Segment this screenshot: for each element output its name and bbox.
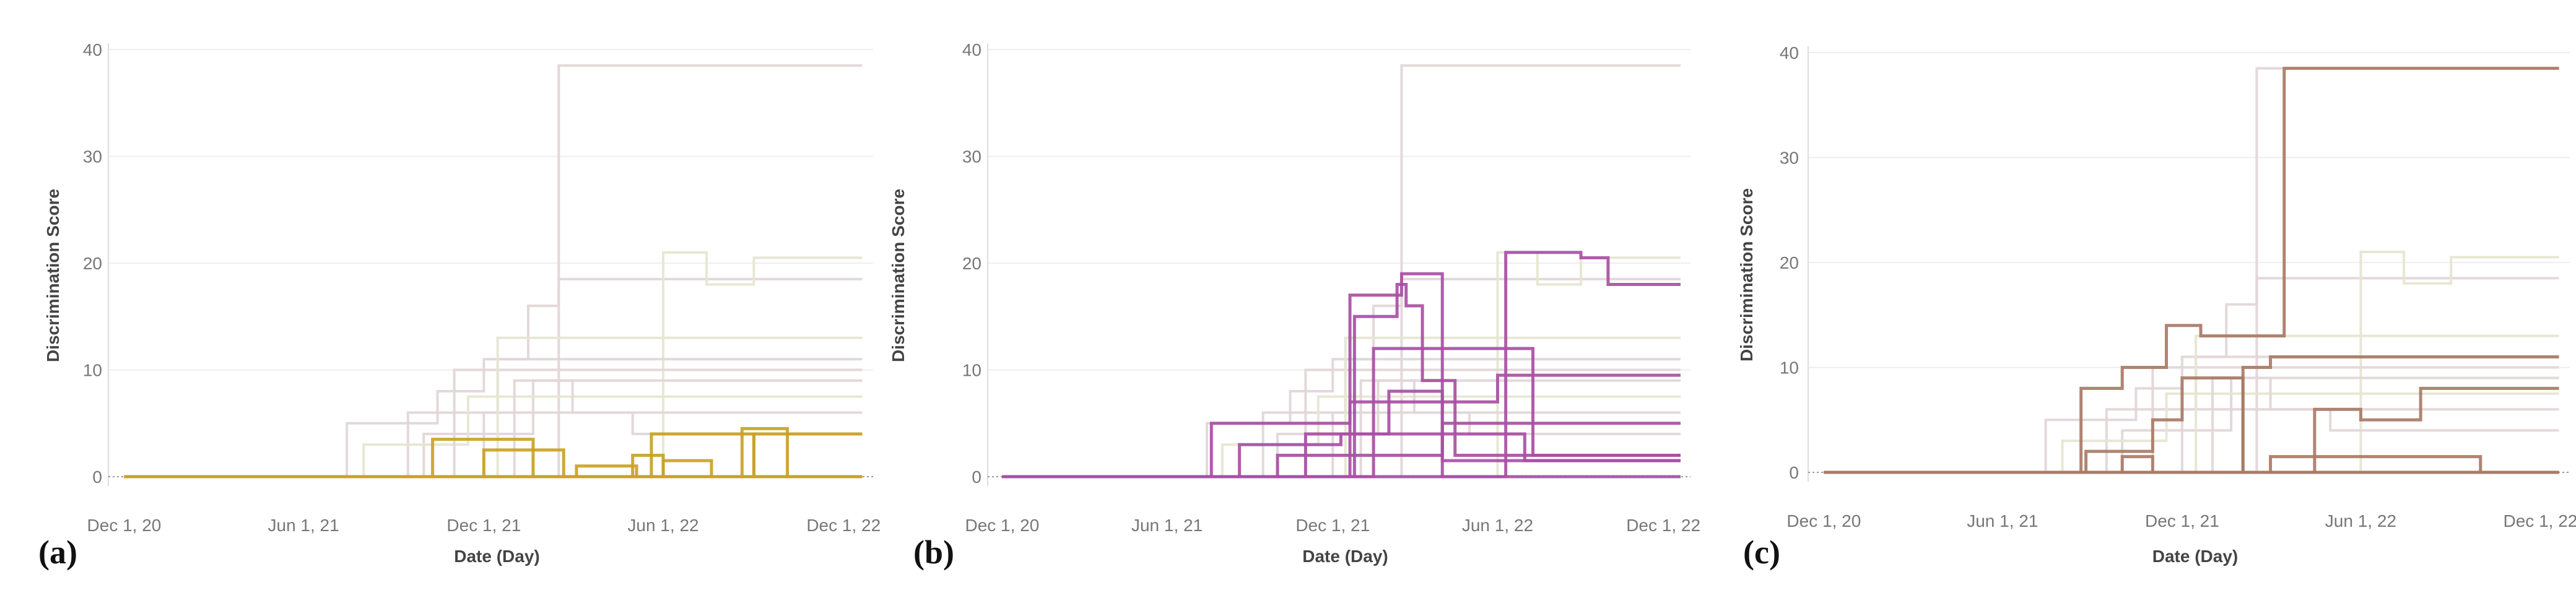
background-line	[1824, 355, 2559, 474]
highlight-line	[1824, 455, 2559, 474]
background-line	[1824, 277, 2559, 474]
x-tick-label: Dec 1, 22	[806, 516, 881, 535]
background-line	[124, 411, 863, 478]
background-line	[1824, 67, 2559, 474]
highlight-line	[124, 454, 863, 479]
background-line	[1002, 358, 1681, 478]
x-tick-label: Dec 1, 20	[965, 516, 1039, 535]
panel-a: 0 10 20 30 40 Dec 1, 20 Jun 1, 21 Dec 1, 21 Jun …	[38, 40, 881, 571]
background-line	[124, 358, 863, 478]
background-line	[1002, 64, 1681, 478]
x-tick-label: Jun 1, 21	[268, 516, 339, 535]
highlight-line	[124, 464, 863, 479]
highlight-line	[1824, 355, 2559, 474]
highlight-line	[1824, 455, 2559, 474]
y-tick-label: 0	[972, 467, 981, 487]
x-tick-label: Dec 1, 21	[2145, 511, 2219, 531]
background-line	[1824, 408, 2559, 474]
panel-label: (a)	[38, 534, 77, 571]
panel-label: (b)	[913, 534, 954, 571]
y-axis-title: Discrimination Score	[43, 189, 63, 362]
highlighted-series	[1002, 251, 1681, 479]
y-tick-label: 30	[962, 147, 981, 167]
background-line	[1824, 251, 2559, 474]
highlight-line	[124, 427, 863, 479]
y-tick-label: 30	[1780, 149, 1799, 168]
panel-label: (c)	[1743, 534, 1780, 571]
y-tick-label: 20	[1780, 253, 1799, 272]
y-tick-label: 10	[1780, 358, 1799, 378]
highlight-line	[124, 448, 863, 479]
x-tick-label: Dec 1, 20	[87, 516, 162, 535]
background-line	[124, 368, 863, 478]
y-tick-label: 40	[1780, 43, 1799, 63]
y-tick-label: 40	[962, 40, 981, 59]
y-tick-label: 20	[83, 254, 102, 273]
background-line	[1002, 251, 1681, 478]
highlight-line	[1002, 251, 1681, 479]
x-tick-label: Jun 1, 21	[1967, 511, 2038, 531]
highlight-line	[1824, 376, 2559, 474]
y-tick-label: 0	[1789, 463, 1799, 482]
background-line	[124, 277, 863, 478]
background-line	[1002, 379, 1681, 478]
y-axis-title: Discrimination Score	[889, 189, 908, 362]
panel-c: 0 10 20 30 40 Dec 1, 20 Jun 1, 21 Dec 1, 21 Jun …	[1737, 43, 2576, 571]
x-axis-title: Date (Day)	[454, 547, 539, 566]
y-axis-title: Discrimination Score	[1737, 188, 1756, 362]
x-tick-label: Jun 1, 22	[627, 516, 698, 535]
x-axis-title: Date (Day)	[1302, 547, 1388, 566]
x-tick-label: Jun 1, 22	[1462, 516, 1533, 535]
panel-b: 0 10 20 30 40 Dec 1, 20 Jun 1, 21 Dec 1, 21 Jun …	[889, 40, 1700, 571]
highlighted-series	[124, 427, 863, 479]
background-line	[1002, 277, 1681, 478]
x-tick-label: Dec 1, 20	[1786, 511, 1861, 531]
highlight-line	[1002, 283, 1681, 479]
background-series	[124, 64, 863, 478]
y-tick-label: 40	[83, 40, 102, 59]
highlighted-series	[1824, 66, 2559, 474]
x-tick-label: Jun 1, 22	[2325, 511, 2396, 531]
highlight-line	[1824, 66, 2559, 474]
background-line	[1824, 376, 2559, 474]
x-tick-label: Jun 1, 21	[1131, 516, 1203, 535]
highlight-line	[124, 438, 863, 479]
x-axis-title: Date (Day)	[2152, 547, 2238, 566]
y-tick-label: 10	[83, 361, 102, 380]
background-line	[124, 64, 863, 478]
highlight-line	[1824, 386, 2559, 474]
highlight-line	[1002, 422, 1681, 479]
background-line	[1002, 379, 1681, 478]
background-line	[124, 395, 863, 478]
background-line	[1824, 376, 2559, 474]
background-series	[1824, 67, 2559, 474]
y-tick-label: 0	[92, 467, 102, 487]
y-tick-label: 20	[962, 254, 981, 273]
x-tick-label: Dec 1, 22	[2504, 511, 2576, 531]
background-line	[1824, 392, 2559, 474]
background-series	[1002, 64, 1681, 478]
x-tick-label: Dec 1, 21	[1295, 516, 1370, 535]
x-tick-label: Dec 1, 22	[1626, 516, 1700, 535]
background-line	[124, 251, 863, 478]
y-tick-label: 30	[83, 147, 102, 167]
y-tick-label: 10	[962, 361, 981, 380]
highlight-line	[1002, 347, 1681, 479]
x-tick-label: Dec 1, 21	[446, 516, 521, 535]
highlight-line	[124, 459, 863, 479]
